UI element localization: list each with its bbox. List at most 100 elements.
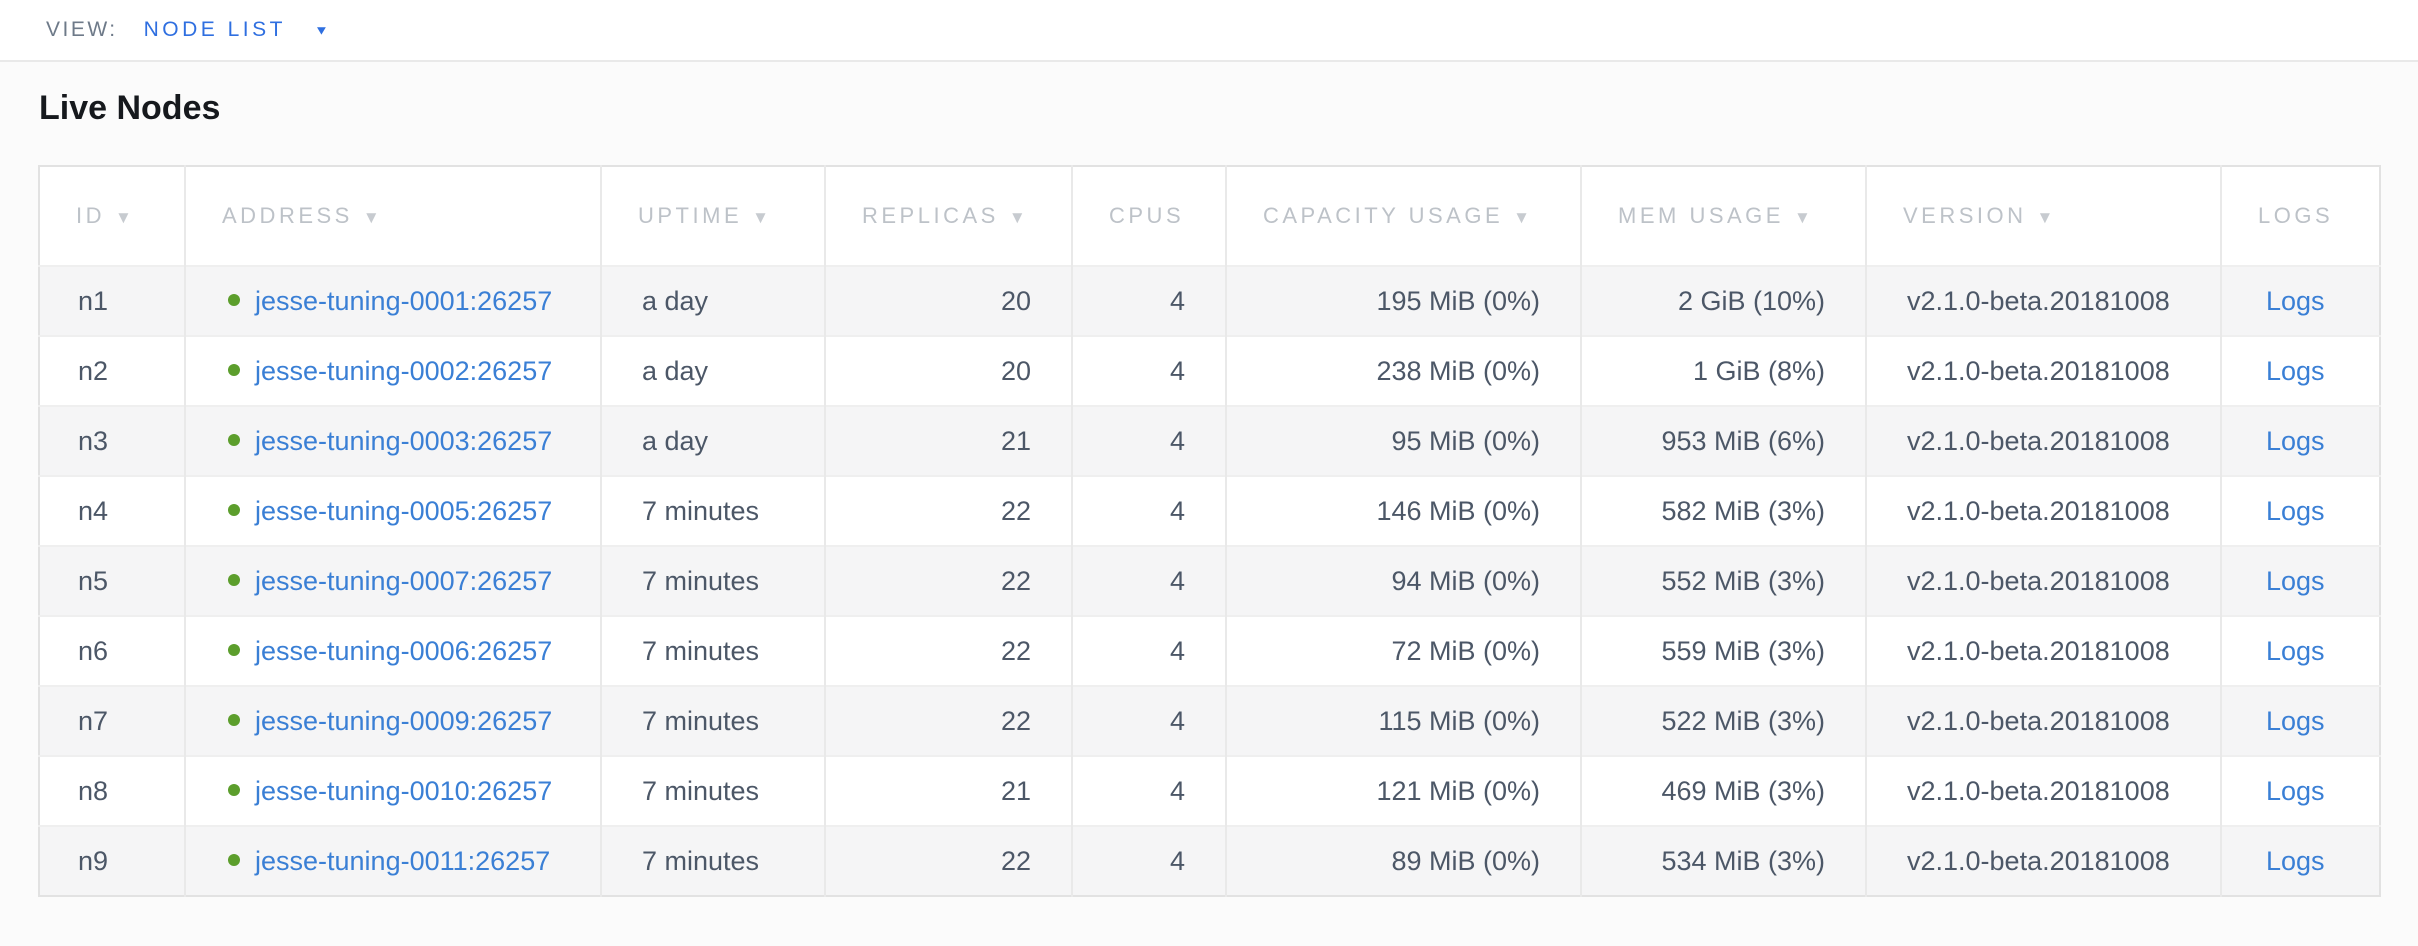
column-header-label: CAPACITY USAGE — [1263, 203, 1504, 228]
node-address-link[interactable]: jesse-tuning-0009:26257 — [255, 705, 553, 736]
sort-descending-icon: ▼ — [1513, 208, 1530, 227]
node-capacity-usage-cell: 94 MiB (0%) — [1225, 545, 1581, 616]
node-logs-link[interactable]: Logs — [2266, 845, 2325, 876]
column-header-mem-usage[interactable]: MEM USAGE ▼ — [1580, 166, 1866, 266]
column-header-address[interactable]: ADDRESS ▼ — [184, 166, 601, 266]
page-content: Live Nodes ID ▼ ADDRESS ▼ UPTIME ▼ REPLICAS… — [0, 88, 2418, 897]
node-address-link[interactable]: jesse-tuning-0005:26257 — [255, 495, 553, 526]
node-live-dot-icon — [228, 644, 240, 657]
node-logs-link[interactable]: Logs — [2266, 705, 2325, 736]
node-version-cell: v2.1.0-beta.20181008 — [1865, 405, 2221, 476]
node-live-dot-icon — [228, 854, 240, 867]
column-header-label: ADDRESS — [222, 203, 353, 228]
node-logs-link[interactable]: Logs — [2266, 355, 2325, 386]
sort-descending-icon: ▼ — [362, 208, 380, 227]
node-id-cell: n3 — [39, 405, 185, 476]
node-id-cell: n6 — [39, 615, 185, 686]
node-uptime-cell: 7 minutes — [600, 615, 825, 686]
node-version-cell: v2.1.0-beta.20181008 — [1865, 615, 2221, 686]
node-replicas-cell: 22 — [824, 685, 1072, 756]
node-address-link[interactable]: jesse-tuning-0006:26257 — [255, 635, 553, 666]
view-dropdown[interactable]: NODE LIST ▼ — [144, 18, 329, 42]
column-header-logs: LOGS — [2220, 166, 2380, 266]
node-uptime-cell: 7 minutes — [600, 475, 825, 546]
sort-descending-icon: ▼ — [1008, 208, 1026, 227]
node-logs-cell: Logs — [2220, 755, 2380, 826]
node-version-cell: v2.1.0-beta.20181008 — [1865, 335, 2221, 406]
node-cpus-cell: 4 — [1071, 475, 1226, 546]
sort-descending-icon: ▼ — [1793, 208, 1811, 227]
node-address-link[interactable]: jesse-tuning-0002:26257 — [255, 355, 553, 386]
node-uptime-cell: a day — [600, 405, 825, 476]
node-address-cell: jesse-tuning-0007:26257 — [184, 545, 601, 616]
node-id-cell: n1 — [39, 265, 185, 336]
node-address-link[interactable]: jesse-tuning-0003:26257 — [255, 425, 553, 456]
column-header-label: REPLICAS — [862, 203, 999, 228]
node-logs-cell: Logs — [2220, 825, 2380, 896]
node-address-link[interactable]: jesse-tuning-0007:26257 — [255, 565, 553, 596]
node-mem-usage-cell: 534 MiB (3%) — [1580, 825, 1866, 896]
node-uptime-cell: 7 minutes — [600, 825, 825, 896]
node-address-cell: jesse-tuning-0001:26257 — [184, 265, 601, 336]
table-row: n8 jesse-tuning-0010:26257 7 minutes 21 … — [39, 755, 2380, 826]
node-address-link[interactable]: jesse-tuning-0011:26257 — [255, 845, 551, 876]
node-logs-link[interactable]: Logs — [2266, 775, 2325, 806]
node-address-cell: jesse-tuning-0009:26257 — [184, 685, 601, 756]
node-live-dot-icon — [228, 574, 240, 587]
node-version-cell: v2.1.0-beta.20181008 — [1865, 755, 2221, 826]
table-row: n6 jesse-tuning-0006:26257 7 minutes 22 … — [39, 615, 2380, 686]
page-title: Live Nodes — [39, 89, 221, 127]
node-cpus-cell: 4 — [1071, 825, 1226, 896]
view-bar: VIEW: NODE LIST ▼ — [0, 0, 2418, 62]
node-mem-usage-cell: 522 MiB (3%) — [1580, 685, 1866, 756]
column-header-uptime[interactable]: UPTIME ▼ — [600, 166, 825, 266]
node-address-cell: jesse-tuning-0002:26257 — [184, 335, 601, 406]
table-row: n2 jesse-tuning-0002:26257 a day 20 4 23… — [39, 335, 2380, 406]
sort-descending-icon: ▼ — [2036, 208, 2054, 227]
node-logs-link[interactable]: Logs — [2266, 495, 2325, 526]
node-address-cell: jesse-tuning-0005:26257 — [184, 475, 601, 546]
node-address-cell: jesse-tuning-0011:26257 — [184, 825, 601, 896]
column-header-replicas[interactable]: REPLICAS ▼ — [824, 166, 1072, 266]
node-mem-usage-cell: 552 MiB (3%) — [1580, 545, 1866, 616]
node-cpus-cell: 4 — [1071, 265, 1226, 336]
node-id-cell: n5 — [39, 545, 185, 616]
node-address-link[interactable]: jesse-tuning-0001:26257 — [255, 285, 553, 316]
node-logs-cell: Logs — [2220, 335, 2380, 406]
node-logs-link[interactable]: Logs — [2266, 565, 2325, 596]
node-cpus-cell: 4 — [1071, 545, 1226, 616]
column-header-label: CPUS — [1109, 203, 1185, 228]
node-logs-link[interactable]: Logs — [2266, 635, 2325, 666]
node-logs-cell: Logs — [2220, 405, 2380, 476]
live-nodes-table: ID ▼ ADDRESS ▼ UPTIME ▼ REPLICAS ▼ CPUS CAPA… — [38, 165, 2381, 897]
node-cpus-cell: 4 — [1071, 405, 1226, 476]
node-id-cell: n4 — [39, 475, 185, 546]
node-live-dot-icon — [228, 714, 240, 727]
column-header-label: MEM USAGE — [1618, 203, 1784, 228]
node-cpus-cell: 4 — [1071, 755, 1226, 826]
node-capacity-usage-cell: 89 MiB (0%) — [1225, 825, 1581, 896]
node-live-dot-icon — [228, 434, 240, 447]
column-header-version[interactable]: VERSION ▼ — [1865, 166, 2221, 266]
node-version-cell: v2.1.0-beta.20181008 — [1865, 475, 2221, 546]
node-address-cell: jesse-tuning-0003:26257 — [184, 405, 601, 476]
node-live-dot-icon — [228, 504, 240, 517]
column-header-id[interactable]: ID ▼ — [39, 166, 185, 266]
node-uptime-cell: a day — [600, 265, 825, 336]
node-version-cell: v2.1.0-beta.20181008 — [1865, 265, 2221, 336]
column-header-label: UPTIME — [638, 203, 743, 228]
node-id-cell: n8 — [39, 755, 185, 826]
node-address-link[interactable]: jesse-tuning-0010:26257 — [255, 775, 553, 806]
node-address-cell: jesse-tuning-0010:26257 — [184, 755, 601, 826]
node-capacity-usage-cell: 146 MiB (0%) — [1225, 475, 1581, 546]
column-header-cpus: CPUS — [1071, 166, 1226, 266]
node-uptime-cell: a day — [600, 335, 825, 406]
node-logs-link[interactable]: Logs — [2266, 425, 2325, 456]
node-mem-usage-cell: 469 MiB (3%) — [1580, 755, 1866, 826]
node-cpus-cell: 4 — [1071, 685, 1226, 756]
column-header-label: ID — [76, 203, 105, 228]
view-dropdown-value: NODE LIST — [143, 18, 286, 41]
node-logs-link[interactable]: Logs — [2266, 285, 2325, 316]
node-replicas-cell: 21 — [824, 405, 1072, 476]
column-header-capacity-usage[interactable]: CAPACITY USAGE ▼ — [1225, 166, 1581, 266]
